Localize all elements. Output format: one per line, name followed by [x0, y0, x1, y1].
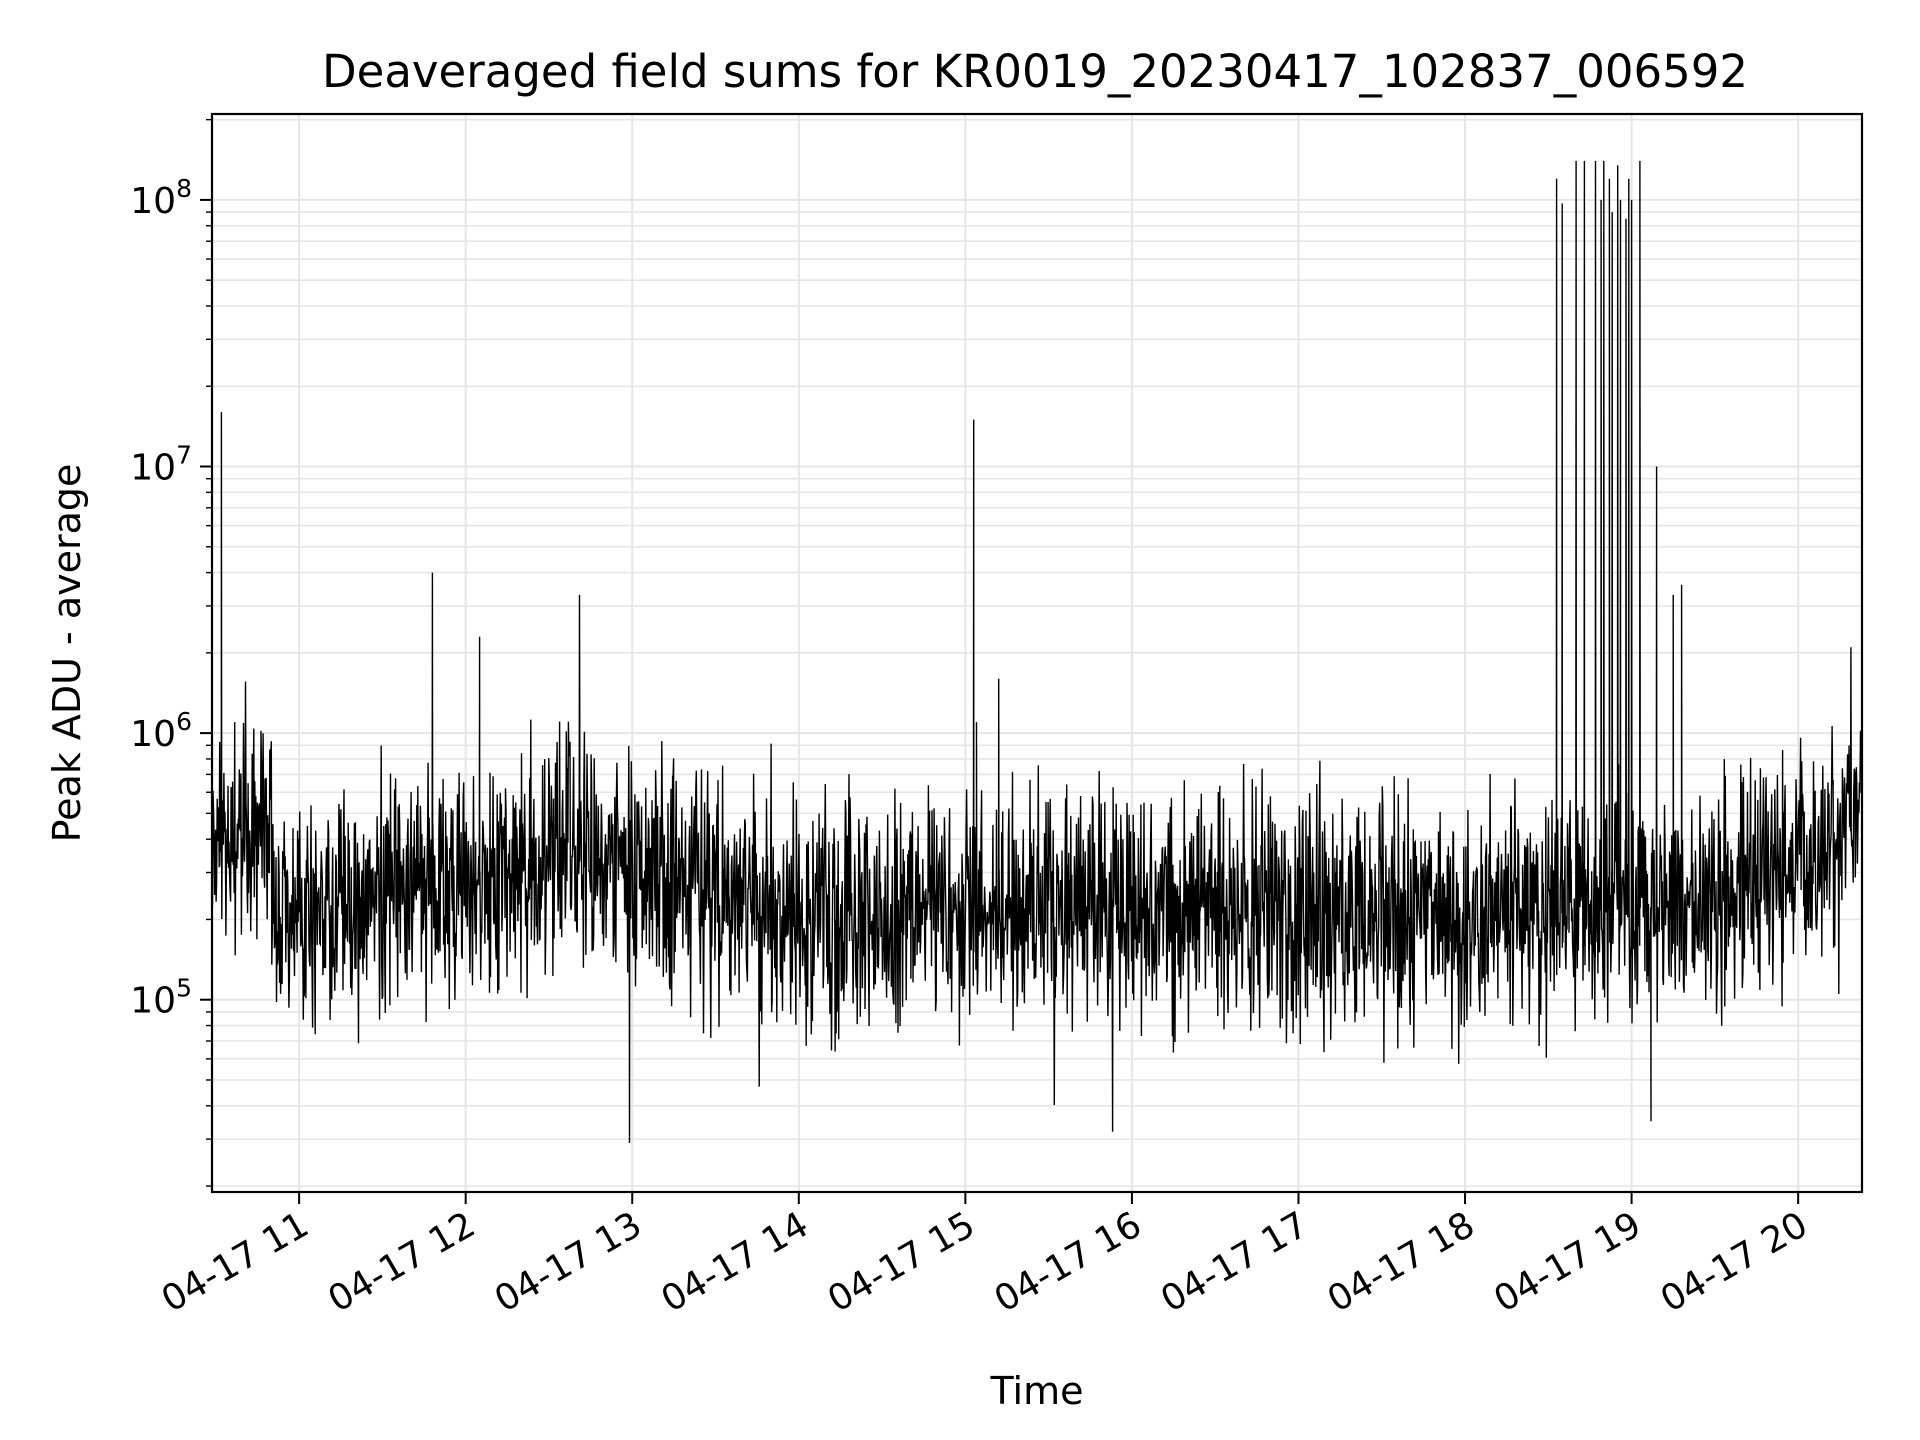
x-axis-label: Time: [990, 1369, 1084, 1413]
y-tick-label: 105: [130, 974, 192, 1022]
y-axis-label: Peak ADU - average: [45, 464, 89, 843]
series-line: [212, 160, 1862, 1144]
y-tick-label: 106: [130, 707, 192, 755]
data-series: [212, 160, 1862, 1144]
chart-title: Deaveraged field sums for KR0019_2023041…: [322, 45, 1748, 98]
y-tick-label: 108: [130, 174, 192, 222]
y-tick-label: 107: [130, 441, 192, 489]
